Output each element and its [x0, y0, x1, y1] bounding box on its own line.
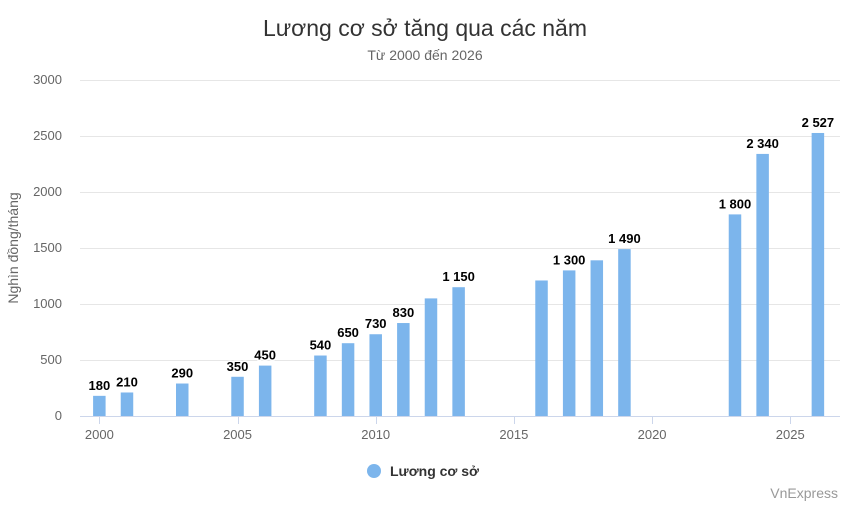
y-tick-label: 3000 [33, 72, 62, 87]
legend-symbol [367, 464, 381, 478]
chart-title: Lương cơ sở tăng qua các năm [263, 15, 587, 41]
data-label: 730 [365, 316, 387, 331]
data-label: 1 300 [553, 252, 586, 267]
y-axis-ticks: 0 500 1000 1500 2000 2500 3000 [33, 72, 62, 423]
x-tick-label: 2000 [85, 427, 114, 442]
y-tick-label: 1000 [33, 296, 62, 311]
data-label: 450 [254, 348, 276, 363]
bar[interactable] [341, 343, 355, 416]
credit-text[interactable]: VnExpress [770, 485, 838, 501]
data-labels: 180 210 290 350 450 540 650 730 830 1 150 1 300 1 4… [87, 113, 836, 394]
data-label: 2 340 [746, 136, 779, 151]
x-tick-label: 2010 [361, 427, 390, 442]
data-label: 1 490 [608, 231, 641, 246]
y-tick-label: 500 [40, 352, 62, 367]
data-label: 830 [392, 305, 414, 320]
bar[interactable] [452, 287, 465, 416]
bar[interactable] [176, 383, 189, 416]
bar[interactable] [258, 365, 272, 416]
bar[interactable] [369, 334, 382, 416]
bar[interactable] [728, 214, 742, 416]
bar[interactable] [756, 153, 769, 417]
data-label: 350 [227, 359, 249, 374]
data-label: 540 [310, 338, 332, 353]
data-label: 650 [337, 325, 359, 340]
y-tick-label: 2000 [33, 184, 62, 199]
legend[interactable]: Lương cơ sở [367, 463, 479, 479]
bar[interactable] [93, 395, 106, 416]
y-tick-label: 2500 [33, 128, 62, 143]
y-axis-title: Nghìn đồng/tháng [5, 192, 21, 303]
bar[interactable] [120, 392, 134, 416]
bar[interactable] [424, 298, 438, 416]
y-tick-label: 0 [55, 408, 62, 423]
bars [93, 132, 825, 417]
bar[interactable] [397, 323, 410, 416]
y-tick-label: 1500 [33, 240, 62, 255]
data-label: 1 150 [442, 269, 475, 284]
x-tick-label: 2005 [223, 427, 252, 442]
x-tick-label: 2015 [499, 427, 528, 442]
grid [80, 80, 840, 361]
bar[interactable] [562, 270, 576, 416]
x-tick-label: 2020 [638, 427, 667, 442]
bar[interactable] [314, 355, 327, 416]
data-label: 1 800 [719, 196, 752, 211]
bar[interactable] [231, 376, 244, 416]
data-label: 210 [116, 374, 138, 389]
bar[interactable] [535, 280, 548, 416]
data-label: 2 527 [802, 115, 835, 130]
bar[interactable] [618, 249, 631, 416]
data-label: 290 [171, 366, 193, 381]
bar[interactable] [590, 260, 604, 416]
data-label: 180 [88, 378, 110, 393]
x-tick-label: 2025 [776, 427, 805, 442]
chart-subtitle: Từ 2000 đến 2026 [367, 47, 482, 63]
legend-label[interactable]: Lương cơ sở [390, 463, 479, 479]
bar[interactable] [811, 132, 825, 416]
x-axis: 2000 2005 2010 2015 2020 2025 [80, 416, 840, 442]
